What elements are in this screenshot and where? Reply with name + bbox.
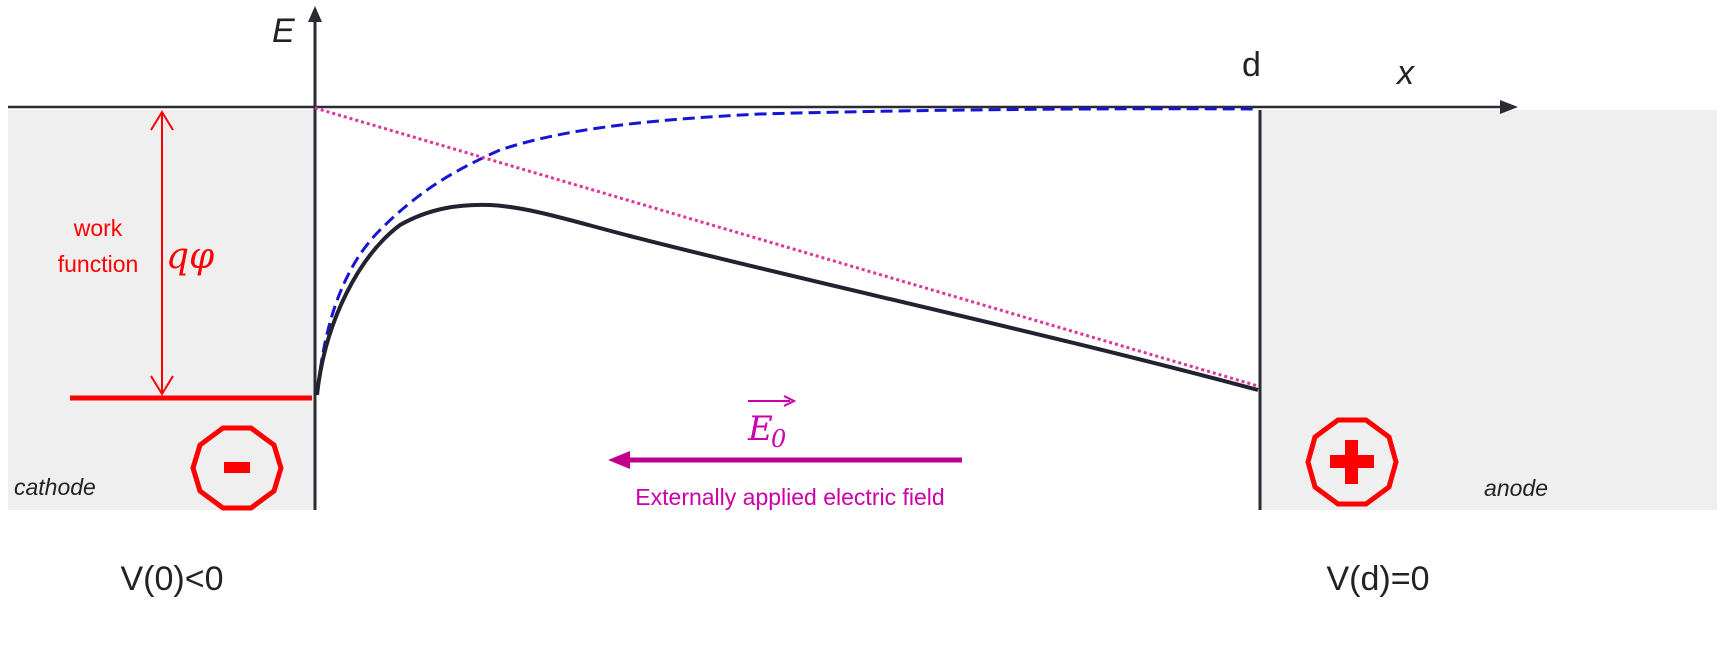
d-label: d bbox=[1242, 46, 1261, 84]
anode-potential: V(d)=0 bbox=[1327, 560, 1430, 598]
svg-text:0: 0 bbox=[771, 425, 786, 453]
resulting-barrier-curve bbox=[315, 202, 1259, 396]
work-function-label-line2: function bbox=[58, 251, 139, 277]
energy-axis-arrowhead bbox=[308, 6, 322, 22]
work-function-arrowhead-top bbox=[150, 110, 174, 131]
cathode-label: cathode bbox=[14, 474, 96, 500]
applied-field-line bbox=[314, 106, 1259, 388]
energy-axis-label: E bbox=[272, 12, 295, 50]
work-function-symbol: qφ bbox=[166, 236, 215, 277]
anode-region bbox=[1260, 110, 1717, 510]
field-symbol: E 0 bbox=[747, 395, 797, 453]
image-force-curve bbox=[316, 107, 1256, 389]
work-function-arrowhead-bottom bbox=[150, 375, 174, 396]
work-function-label-line1: work bbox=[73, 215, 123, 241]
x-axis-arrowhead bbox=[1500, 100, 1518, 114]
cathode-potential: V(0)<0 bbox=[121, 560, 224, 598]
anode-positive-icon bbox=[1305, 417, 1399, 507]
x-axis-label: x bbox=[1395, 54, 1415, 92]
anode-label: anode bbox=[1484, 475, 1548, 501]
field-caption: Externally applied electric field bbox=[635, 484, 944, 510]
cathode-negative-icon bbox=[190, 425, 284, 511]
svg-text:E: E bbox=[747, 409, 773, 449]
external-field-arrowhead bbox=[608, 451, 630, 469]
